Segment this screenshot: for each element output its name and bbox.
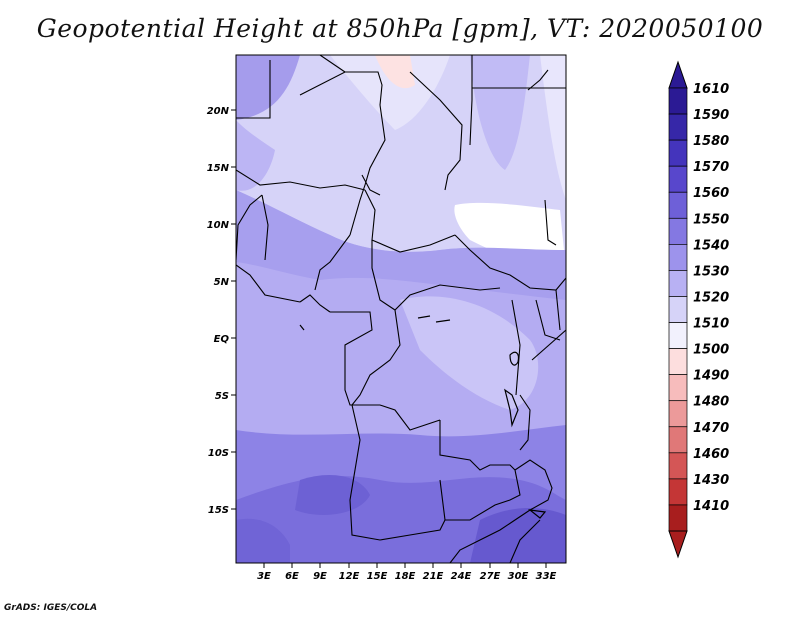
lat-label: 10S [208,448,229,459]
colorbar-segment [668,400,688,428]
map-title: Geopotential Height at 850hPa [gpm], VT:… [36,14,764,43]
height-field [236,55,566,563]
colorbar-label: 1540 [693,238,729,253]
lon-label: 24E [451,571,472,582]
colorbar-bottom-cap [668,530,688,559]
lakes [299,315,547,519]
lon-label: 27E [480,571,501,582]
colorbar-segment [668,191,688,219]
colorbar-segment [668,244,688,271]
colorbar-label: 1550 [693,212,729,227]
country-borders [236,55,566,563]
lat-label: 5N [214,277,230,288]
colorbar-label: 1410 [693,499,729,514]
colorbar-segment [668,165,688,193]
colorbar-label: 1610 [693,82,729,97]
colorbar-label: 1490 [693,369,729,384]
colorbar-segment [668,217,688,245]
colorbar-label: 1590 [693,108,729,123]
colorbar-label: 1530 [693,264,729,279]
lon-label: 18E [395,571,416,582]
map-frame [235,54,567,564]
lat-label: EQ [214,334,230,345]
lon-label: 9E [313,571,327,582]
grads-credit: GrADS: IGES/COLA [4,603,98,613]
lat-label: 15S [208,505,229,516]
colorbar-label: 1510 [693,317,729,332]
colorbar-label: 1480 [693,395,729,410]
colorbar-label: 1570 [693,160,729,175]
lat-label: 20N [207,106,230,117]
colorbar-label: 1560 [693,186,729,201]
colorbar-segment [668,270,688,297]
lat-label: 10N [207,220,230,231]
lon-label: 3E [257,571,271,582]
lon-axis: 3E 6E 9E 12E 15E 18E 21E 24E 27E 30E 33E [257,563,557,582]
colorbar-label: 1520 [693,290,729,305]
colorbar-segment [668,478,688,506]
colorbar-label: 1430 [693,473,729,488]
colorbar-segment [668,374,688,402]
lon-label: 21E [423,571,444,582]
colorbar-segment [668,504,688,532]
colorbar-segment [668,296,688,323]
lat-label: 15N [207,163,230,174]
colorbar-segment [668,139,688,167]
colorbar-segment [668,452,688,480]
lon-label: 30E [508,571,529,582]
lon-label: 12E [339,571,360,582]
colorbar-segment [668,87,688,115]
colorbar: 1610 1590 1580 1570 1560 1550 1540 1530 1520 1510… [668,60,729,559]
lat-axis: 20N 15N 10N 5N EQ 5S 10S 15S [207,106,236,516]
colorbar-label: 1580 [693,134,729,149]
colorbar-segment [668,322,688,349]
colorbar-segment [668,113,688,141]
colorbar-top-cap [668,60,688,89]
colorbar-segment [668,348,688,375]
colorbar-label: 1470 [693,421,729,436]
lon-label: 6E [285,571,299,582]
lat-label: 5S [215,391,229,402]
colorbar-label: 1460 [693,447,729,462]
colorbar-segment [668,426,688,454]
colorbar-label: 1500 [693,343,729,358]
lon-label: 33E [536,571,557,582]
lon-label: 15E [367,571,388,582]
